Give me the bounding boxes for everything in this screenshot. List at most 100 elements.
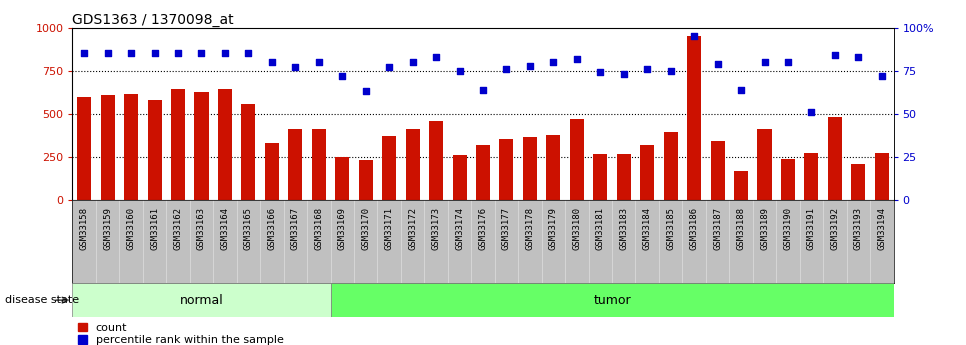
Bar [687,36,701,200]
Point [311,59,327,65]
Point [405,59,420,65]
Text: GSM33172: GSM33172 [408,207,417,250]
Point [428,54,443,60]
Text: GSM33179: GSM33179 [549,207,558,250]
Bar [664,132,678,200]
Bar [640,145,654,200]
Bar [288,129,302,200]
Bar [148,100,161,200]
Bar [523,137,537,200]
Point [827,52,842,58]
Text: GSM33158: GSM33158 [79,207,89,250]
Bar [452,155,467,200]
Bar [124,94,138,200]
Text: GDS1363 / 1370098_at: GDS1363 / 1370098_at [72,12,234,27]
Text: GSM33171: GSM33171 [384,207,394,250]
Text: GSM33161: GSM33161 [150,207,159,250]
Bar [851,164,866,200]
Text: GSM33187: GSM33187 [713,207,723,250]
Text: GSM33168: GSM33168 [314,207,324,250]
Point [288,65,303,70]
Text: GSM33190: GSM33190 [783,207,792,250]
Point [687,33,702,39]
Bar [171,89,185,200]
Point [99,51,115,56]
Bar [242,104,255,200]
Point [710,61,725,67]
Point [733,87,749,92]
Text: GSM33176: GSM33176 [478,207,488,250]
Point [334,73,350,79]
Bar [593,154,608,200]
Text: tumor: tumor [593,294,631,307]
Text: GSM33164: GSM33164 [220,207,230,250]
Bar [499,139,514,200]
Bar [265,143,279,200]
Bar [429,121,443,200]
Bar [734,171,748,200]
Point [76,51,92,56]
Point [756,59,772,65]
Bar [218,89,232,200]
Point [781,59,796,65]
Text: GSM33184: GSM33184 [642,207,652,250]
Point [639,66,655,72]
Point [194,51,210,56]
Bar [194,92,209,200]
Text: GSM33183: GSM33183 [619,207,628,250]
Point [616,71,632,77]
Text: disease state: disease state [5,295,79,305]
Text: GSM33181: GSM33181 [596,207,605,250]
Bar [805,152,818,200]
Point [523,63,538,68]
Bar [875,152,889,200]
Bar [711,141,724,200]
Bar [570,119,583,200]
Bar [547,135,560,200]
Text: GSM33160: GSM33160 [127,207,135,250]
Point [382,65,397,70]
Text: GSM33189: GSM33189 [760,207,769,250]
Text: GSM33188: GSM33188 [736,207,746,250]
Point [498,66,514,72]
Text: GSM33169: GSM33169 [338,207,347,250]
Bar [406,128,419,200]
Bar [616,154,631,200]
Point [569,56,584,61]
Legend: count, percentile rank within the sample: count, percentile rank within the sample [78,323,284,345]
Text: GSM33165: GSM33165 [243,207,253,250]
Point [874,73,890,79]
Point [124,51,139,56]
Point [804,109,819,115]
Bar [335,157,350,200]
Text: GSM33173: GSM33173 [432,207,440,250]
Text: GSM33194: GSM33194 [877,207,887,250]
Bar [828,117,842,200]
Text: GSM33162: GSM33162 [174,207,183,250]
Point [217,51,233,56]
Point [264,59,279,65]
Point [546,59,561,65]
Bar [100,95,115,200]
Point [358,89,374,94]
Text: GSM33192: GSM33192 [831,207,839,250]
Point [147,51,162,56]
Text: GSM33178: GSM33178 [526,207,534,250]
Point [475,87,491,92]
Text: GSM33167: GSM33167 [291,207,299,250]
Point [170,51,185,56]
Point [592,70,608,75]
Text: GSM33185: GSM33185 [667,207,675,250]
Bar [312,128,326,200]
Text: GSM33180: GSM33180 [572,207,582,250]
Text: GSM33193: GSM33193 [854,207,863,250]
Point [851,54,867,60]
Text: normal: normal [180,294,223,307]
Bar [383,136,396,200]
Text: GSM33191: GSM33191 [807,207,816,250]
Text: GSM33163: GSM33163 [197,207,206,250]
Text: GSM33174: GSM33174 [455,207,464,250]
Bar [72,283,330,317]
Text: GSM33170: GSM33170 [361,207,370,250]
Point [452,68,468,73]
